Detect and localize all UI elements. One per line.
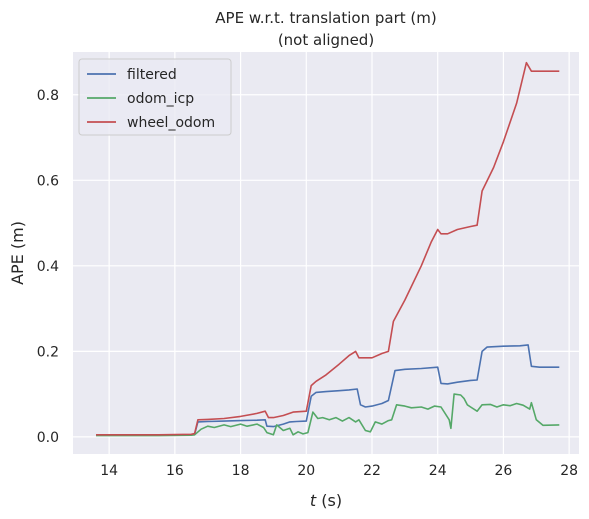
x-tick-label: 24 xyxy=(429,463,447,479)
y-tick-label: 0.0 xyxy=(37,430,59,446)
legend-label: odom_icp xyxy=(127,91,194,107)
x-tick-label: 22 xyxy=(363,463,381,479)
series-line-filtered xyxy=(96,344,560,436)
series-layer xyxy=(96,61,560,437)
y-tick-label: 0.6 xyxy=(37,173,59,189)
legend-label: wheel_odom xyxy=(127,115,215,131)
y-axis-label: APE (m) xyxy=(8,221,27,285)
x-tick-label: 14 xyxy=(100,463,118,479)
chart-title-line2: (not aligned) xyxy=(278,31,374,49)
x-tick-label: 16 xyxy=(166,463,184,479)
legend-label: filtered xyxy=(127,67,177,83)
y-tick-label: 0.8 xyxy=(37,88,59,104)
y-tick-label: 0.2 xyxy=(37,344,59,360)
x-tick-label: 20 xyxy=(297,463,315,479)
x-axis-label-var: t xyxy=(310,491,317,510)
gridlines xyxy=(73,52,579,454)
legend-box xyxy=(78,58,232,136)
x-axis-label: t (s) xyxy=(310,491,342,510)
x-axis-label-unit: (s) xyxy=(316,491,342,510)
series-line-odom-icp xyxy=(96,393,560,437)
x-tick-label: 28 xyxy=(560,463,578,479)
series-line-wheel-odom xyxy=(96,61,560,436)
legend: filtered odom_icp wheel_odom xyxy=(78,58,232,136)
x-tick-label: 26 xyxy=(495,463,513,479)
y-tick-labels: 0.0 0.2 0.4 0.6 0.8 xyxy=(37,88,59,446)
x-tick-labels: 14 16 18 20 22 24 26 28 xyxy=(100,463,578,479)
chart-title-line1: APE w.r.t. translation part (m) xyxy=(215,9,436,27)
x-tick-label: 18 xyxy=(232,463,250,479)
y-tick-label: 0.4 xyxy=(37,259,59,275)
